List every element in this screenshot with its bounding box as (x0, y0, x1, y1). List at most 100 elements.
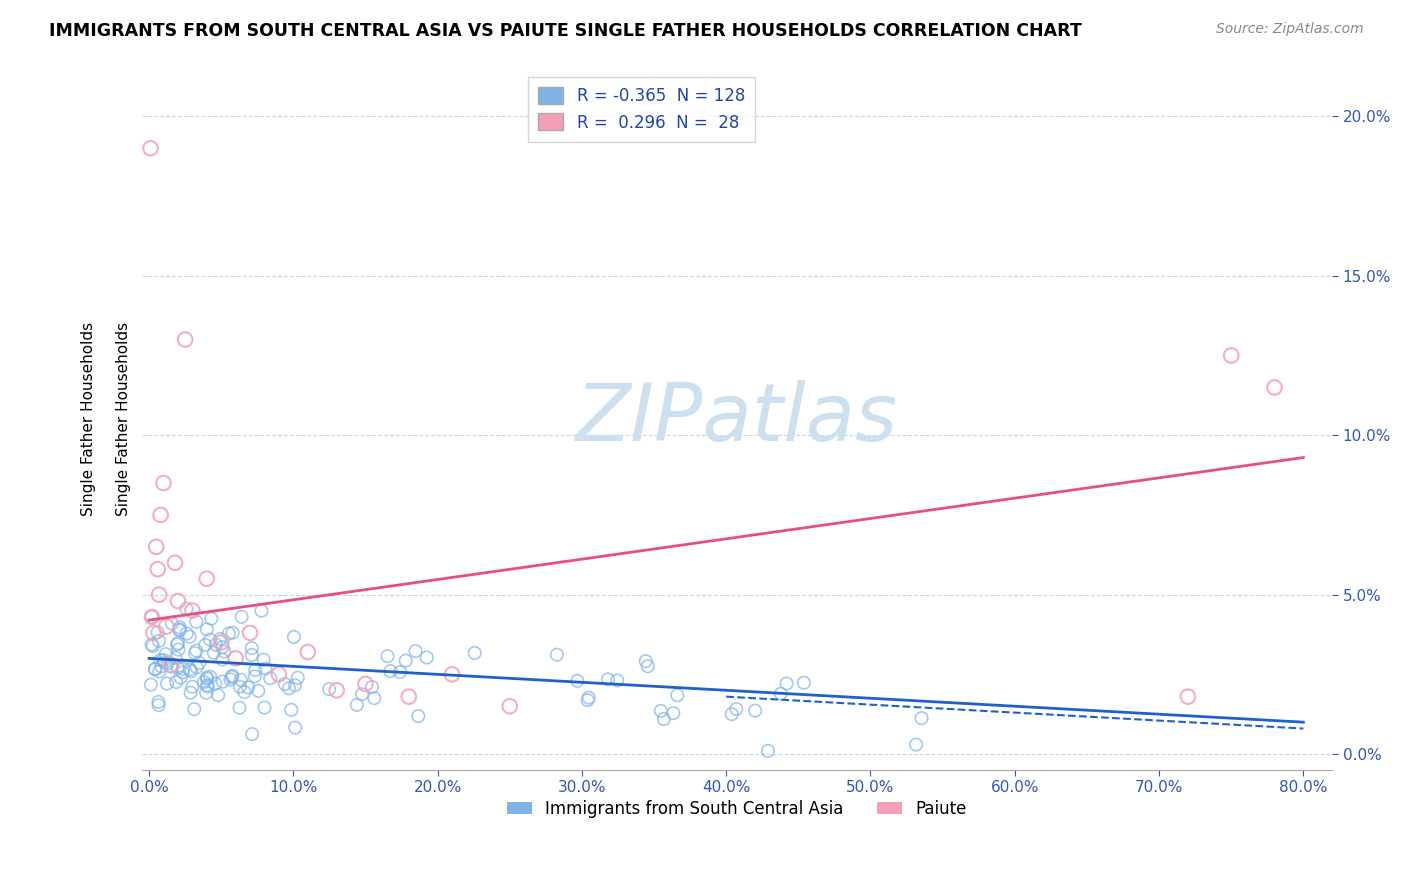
Point (159, 657, 181, 672)
Point (259, 671, 281, 685)
Point (228, 700, 250, 714)
Point (163, 556, 186, 570)
Point (240, 641, 263, 656)
Point (245, 663, 267, 677)
Text: ZIPatlas: ZIPatlas (576, 380, 898, 458)
Point (160, 659, 183, 673)
Point (200, 612, 222, 626)
Point (229, 673, 252, 687)
Point (172, 665, 194, 680)
Point (578, 690, 600, 705)
Point (152, 476, 174, 491)
Point (1220, 349, 1243, 363)
Point (186, 660, 208, 674)
Point (145, 662, 167, 676)
Point (650, 704, 672, 718)
Point (176, 601, 198, 615)
Point (218, 626, 240, 640)
Point (195, 623, 218, 637)
Point (634, 654, 657, 668)
Point (186, 643, 208, 657)
Point (297, 645, 319, 659)
Text: IMMIGRANTS FROM SOUTH CENTRAL ASIA VS PAIUTE SINGLE FATHER HOUSEHOLDS CORRELATIO: IMMIGRANTS FROM SOUTH CENTRAL ASIA VS PA… (49, 22, 1083, 40)
Point (146, 625, 169, 640)
Point (395, 654, 418, 668)
Point (284, 721, 307, 735)
Point (155, 619, 177, 633)
Point (169, 671, 191, 685)
Point (240, 648, 263, 662)
Point (405, 644, 427, 658)
Point (211, 640, 233, 655)
Point (148, 665, 170, 679)
Point (169, 621, 191, 635)
Point (221, 669, 243, 683)
Point (198, 632, 221, 647)
Point (274, 677, 297, 691)
Point (200, 670, 222, 684)
Point (287, 671, 309, 685)
Point (211, 674, 233, 689)
Point (195, 672, 218, 686)
Point (153, 656, 176, 670)
Point (240, 727, 263, 741)
Point (377, 649, 399, 664)
Point (221, 625, 243, 640)
Point (267, 667, 290, 681)
Point (139, 678, 162, 692)
Point (637, 659, 659, 673)
Point (441, 667, 464, 681)
Point (169, 623, 191, 637)
Point (211, 652, 233, 666)
Point (666, 688, 689, 702)
Point (179, 630, 201, 644)
Point (283, 630, 305, 644)
Point (576, 693, 599, 707)
Point (352, 687, 374, 701)
Point (188, 656, 211, 670)
Point (141, 610, 163, 624)
Point (146, 562, 169, 576)
Point (363, 691, 385, 706)
Point (361, 680, 384, 694)
Point (165, 650, 187, 665)
Point (148, 633, 170, 648)
Point (142, 639, 165, 653)
Point (284, 678, 307, 692)
Point (277, 681, 299, 696)
Point (546, 648, 568, 662)
Point (183, 702, 205, 716)
Text: Single Father Households: Single Father Households (80, 322, 96, 516)
Point (142, 626, 165, 640)
Point (233, 685, 256, 699)
Point (236, 681, 259, 695)
Point (769, 687, 792, 701)
Point (156, 657, 179, 671)
Point (219, 673, 242, 687)
Point (195, 686, 218, 700)
Point (197, 680, 219, 694)
Point (166, 637, 188, 651)
Point (231, 610, 253, 624)
Point (221, 670, 243, 684)
Point (155, 647, 177, 661)
Point (166, 661, 188, 675)
Point (318, 681, 340, 696)
Point (464, 646, 486, 660)
Point (143, 662, 166, 676)
Point (148, 695, 170, 709)
Point (180, 664, 202, 678)
Point (416, 650, 439, 665)
Point (354, 677, 377, 691)
Point (247, 683, 270, 698)
Point (207, 688, 229, 702)
Point (725, 702, 748, 716)
Point (174, 333, 197, 347)
Point (398, 690, 420, 704)
Point (195, 671, 218, 685)
Legend: Immigrants from South Central Asia, Paiute: Immigrants from South Central Asia, Paiu… (501, 794, 973, 825)
Point (172, 662, 194, 676)
Point (139, 141, 162, 155)
Point (150, 659, 173, 673)
Point (179, 662, 201, 676)
